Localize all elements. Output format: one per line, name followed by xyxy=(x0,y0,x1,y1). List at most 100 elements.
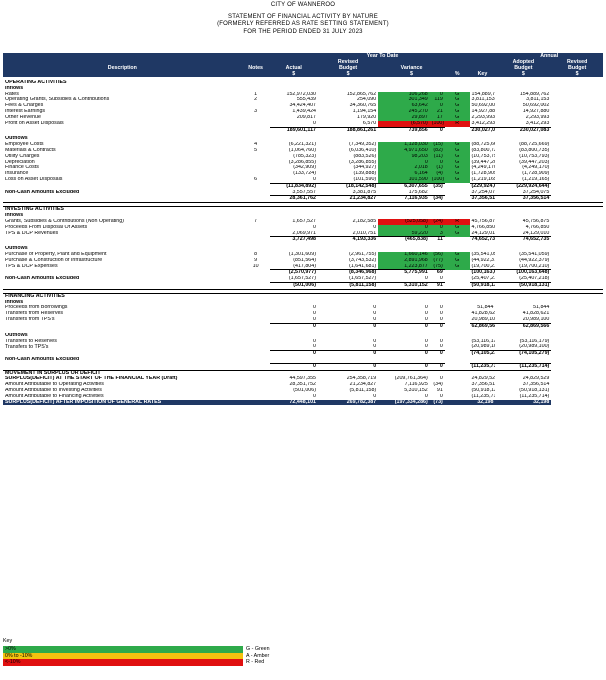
revised-cell: 3,412,293 xyxy=(525,120,550,126)
pct-cell: (75) xyxy=(429,263,445,270)
description-cell: Other Revenue xyxy=(5,114,41,120)
description-cell: Finance Costs xyxy=(5,165,39,171)
key-swatch-red: <-10% xyxy=(3,659,243,666)
description-cell xyxy=(3,363,242,370)
budget-cell: (1,657,527) xyxy=(349,276,377,282)
budget-cell: 0 xyxy=(373,317,377,323)
table-row: Outflows xyxy=(3,136,603,142)
table-row xyxy=(3,202,603,208)
actual-cell: 3,727,498 xyxy=(269,236,318,244)
adopted-cell: 74,652,735 xyxy=(469,236,496,244)
revised-cell: (11,235,714) xyxy=(495,362,552,371)
actual-cell: 152,972,030 xyxy=(286,91,316,97)
variance-cell: (209,761,364) xyxy=(394,376,428,382)
revised-cell: (19,700,210) xyxy=(519,263,550,269)
pct-cell: 91 xyxy=(436,388,443,393)
adopted-cell: 154,889,762 xyxy=(471,91,496,97)
pct-cell xyxy=(429,369,445,377)
variance-cell: 245,270 xyxy=(378,109,430,115)
subtotal-row: (11,834,892) (18,142,548) 6,307,655 (35) (22… xyxy=(3,182,603,190)
description-cell: MOVEMENT IN SURPLUS OR DEFICIT xyxy=(3,369,242,377)
key-cell xyxy=(444,399,470,406)
key-cell: G xyxy=(444,103,470,110)
table-row: Proceeds From Disposal Of Assets 0 0 0 0 G 4,7… xyxy=(3,224,603,231)
key-cell xyxy=(445,196,470,203)
revised-cell: 230,027,083 xyxy=(495,126,552,134)
description-cell xyxy=(3,196,242,203)
adopted-cell: 45,756,875 xyxy=(471,218,496,224)
adopted-cell: (74,105,279) xyxy=(469,350,496,357)
description-cell: Purchase of Property, Plant and Equipmen… xyxy=(5,251,107,257)
note-cell: 4 xyxy=(254,142,258,148)
revised-cell: (50,918,131) xyxy=(519,388,550,393)
key-cell: R xyxy=(444,120,470,127)
spacer-cell xyxy=(241,289,270,294)
adopted-cell: (83,800,735) xyxy=(471,147,496,153)
pct-cell: 0 xyxy=(439,311,443,317)
variance-cell: 6,307,655 xyxy=(378,182,430,190)
budget-cell: 0 xyxy=(317,322,379,330)
spacer-cell xyxy=(551,330,603,333)
revised-cell: 24,829,529 xyxy=(522,376,550,382)
pct-cell: 0 xyxy=(439,338,443,344)
revised-cell: (1,728,909) xyxy=(522,171,550,177)
description-cell: Amount Attributable to Investing Activit… xyxy=(5,388,102,393)
description-cell: Proceeds from Borrowings xyxy=(5,305,68,311)
pct-cell: 0 xyxy=(429,362,445,371)
table-row: Other Revenue 209,817 179,920 29,897 17 G 2,29… xyxy=(3,114,603,121)
table-row: Depreciation (3,286,855) (3,286,855) 0 0 G (39… xyxy=(3,159,603,166)
budget-cell: (2,961,755) xyxy=(349,251,377,257)
key-label-green: G - Green xyxy=(246,646,270,652)
spacer-cell xyxy=(3,202,242,208)
pct-cell: (34) xyxy=(433,382,443,388)
table-row: Employee Costs 4 (6,221,321) (7,349,352) 1,1… xyxy=(3,142,603,148)
key-cell: G xyxy=(444,224,470,231)
adopted-cell: (50,918,131) xyxy=(469,282,496,290)
note-cell xyxy=(242,196,270,203)
variance-cell: (197,334,286) xyxy=(378,399,430,406)
adopted-cell: (1,728,909) xyxy=(471,171,496,177)
budget-cell: 0 xyxy=(373,344,377,350)
adopted-cell: (229,924,644) xyxy=(469,182,496,190)
variance-cell: 1,660,146 xyxy=(378,251,430,258)
table-row: TPS & DCP Expenses 10 (417,804) (1,641,681)… xyxy=(3,263,603,270)
note-cell xyxy=(241,369,270,377)
budget-cell: (344,927) xyxy=(353,165,377,171)
pct-cell: (24) xyxy=(429,218,445,225)
pct-cell: (100) xyxy=(429,177,445,184)
description-cell: Non-Cash Amounts Excluded xyxy=(5,276,80,282)
spacer-cell xyxy=(469,289,496,294)
pct-cell: 0 xyxy=(429,126,445,134)
subtotal-row: (2,570,977) (8,346,968) 5,775,991 69 (100,16… xyxy=(3,269,603,277)
variance-cell: 739,856 xyxy=(378,126,430,134)
spacer-cell xyxy=(444,289,470,294)
adopted-cell xyxy=(469,369,496,377)
budget-cell: 0 xyxy=(317,362,379,371)
budget-cell: 2,182,585 xyxy=(352,218,377,224)
table-row: Utility Charges (785,323) (883,526) 98,203(… xyxy=(3,153,603,160)
actual-cell: (1,657,527) xyxy=(288,276,316,282)
table-row: Interest Earnings 3 1,439,424 1,194,154 245,… xyxy=(3,109,603,115)
actual-cell: (6,221,321) xyxy=(288,142,316,148)
pct-cell: 0 xyxy=(439,376,443,382)
table-row: Transfers from TPS's 0 0 0 0 20,989,100 20,989… xyxy=(3,317,603,323)
variance-cell: 0 xyxy=(378,362,430,371)
variance-cell: 6,164 xyxy=(378,171,430,177)
note-cell: 5 xyxy=(254,147,258,153)
description-cell: Transfers from Reserves xyxy=(5,311,64,317)
description-cell: Purchase & Construction of Infrastructur… xyxy=(5,257,103,263)
budget-cell: 152,865,762 xyxy=(346,91,377,97)
spacer-cell xyxy=(469,202,496,208)
actual-cell: (417,804) xyxy=(293,263,316,269)
revised-cell: 4,766,850 xyxy=(525,224,550,230)
pct-cell: (15) xyxy=(429,142,445,148)
actual-cell: (1,064,760) xyxy=(288,147,316,153)
spacer-cell xyxy=(551,202,603,208)
note-cell: 9 xyxy=(254,257,258,263)
variance-cell: (465,838) xyxy=(378,236,430,244)
pct-cell: 0 xyxy=(429,159,445,166)
subtotal-row: 0 0 0 0 62,869,566 62,869,566 xyxy=(3,322,603,330)
description-cell: Profit on Asset Disposals xyxy=(5,120,64,126)
revised-cell: (100,163,648) xyxy=(495,269,552,277)
spacer-cell xyxy=(269,202,318,208)
